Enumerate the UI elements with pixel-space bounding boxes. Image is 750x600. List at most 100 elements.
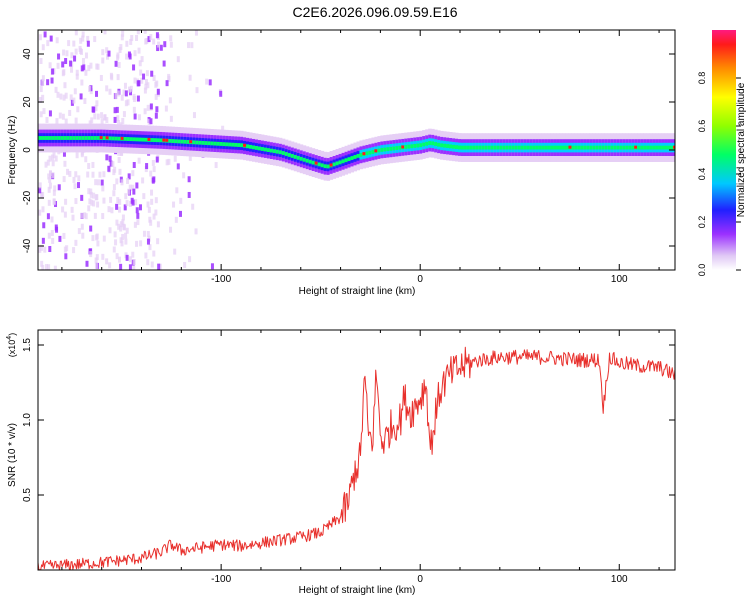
spectrogram-ridge-peak	[174, 139, 178, 144]
spectrogram-noise-cell	[154, 197, 158, 204]
spectrogram-ridge-peak	[213, 141, 217, 146]
spectrogram-ridge-peak	[526, 145, 531, 150]
spectrogram-ridge-peak	[640, 145, 644, 150]
spectrogram-ridge-peak	[455, 145, 459, 150]
spectrogram-noise-cell	[149, 170, 153, 177]
spectrogram-ridge-peak	[317, 162, 322, 167]
spectrogram-noise-cell	[62, 69, 66, 76]
spectrogram-noise-cell	[66, 168, 70, 175]
spectrogram-noise-cell	[143, 30, 147, 34]
spectrogram-noise-cell	[92, 192, 96, 199]
spectrogram-noise-cell	[38, 209, 42, 216]
spectrogram-noise-cell	[210, 263, 214, 270]
spectrogram-noise-cell	[144, 252, 148, 259]
spectrogram-noise-cell	[47, 186, 51, 193]
spectrogram-noise-cell	[151, 177, 155, 184]
spectrogram-ridge-peak	[520, 145, 525, 150]
spectrogram-ridge-peak	[622, 145, 626, 150]
spectrogram-noise-cell	[56, 91, 60, 98]
spectrogram-ridge-peak	[658, 145, 662, 150]
spectrogram-ridge-peak	[389, 146, 393, 151]
spectrogram-noise-cell	[120, 179, 124, 186]
spectrogram-noise-cell	[38, 246, 42, 253]
spectrogram-image	[38, 30, 675, 270]
spectrogram-noise-cell	[75, 69, 79, 76]
spectrogram-ridge-peak	[404, 145, 408, 149]
spectrogram-noise-cell	[117, 256, 121, 263]
spectrogram-ridge-peak	[472, 145, 477, 150]
spectrogram-noise-cell	[81, 232, 85, 239]
spectrogram-noise-cell	[155, 32, 159, 39]
spectrogram-noise-cell	[105, 258, 109, 265]
spectrogram-noise-cell	[113, 231, 117, 238]
spectrogram-ridge-peak	[63, 136, 68, 140]
spectrogram-ridge-peak	[93, 136, 98, 140]
spectrogram-noise-cell	[109, 72, 113, 79]
spectrogram-noise-cell	[155, 106, 159, 113]
spectrogram-noise-cell	[95, 233, 99, 240]
spectrogram-noise-cell	[43, 31, 47, 38]
spectrogram-noise-cell	[56, 62, 60, 69]
spectrogram-noise-cell	[150, 198, 154, 205]
spectrogram-noise-cell	[167, 73, 171, 80]
spectrogram-noise-cell	[154, 93, 158, 100]
spectrogram-noise-cell	[89, 251, 93, 258]
spectrogram-noise-cell	[50, 77, 54, 84]
spectrogram-ridge-peak	[553, 145, 558, 150]
spectrogram-noise-cell	[79, 47, 83, 54]
spectrogram-noise-cell	[94, 105, 98, 112]
spectrogram-ridge-peak	[257, 146, 262, 151]
spectrogram-noise-cell	[103, 114, 107, 121]
spectrogram-noise-cell	[71, 214, 75, 221]
spectrogram-ridge-peak	[42, 136, 47, 140]
spectrogram-ridge-peak	[132, 137, 137, 142]
spectrogram-noise-cell	[112, 169, 116, 176]
spectrogram-ridge-peak	[341, 159, 346, 164]
spectrogram-ridge-peak	[523, 145, 528, 150]
spectrogram-noise-cell	[93, 113, 97, 120]
spectrogram-noise-cell	[96, 179, 100, 186]
spectrogram-noise-cell	[116, 115, 120, 122]
spectrogram-noise-cell	[94, 262, 98, 269]
spectrogram-noise-cell	[63, 211, 67, 218]
spectrogram-ridge-peak	[667, 145, 671, 150]
spectrogram-ridge-peak	[311, 160, 316, 165]
spectrogram-noise-cell	[121, 30, 125, 37]
spectrogram-noise-cell	[106, 53, 110, 60]
spectrogram-noise-cell	[127, 86, 131, 93]
spectrogram-xtick-label: 0	[417, 274, 423, 285]
spectrogram-ridge-peak	[96, 136, 101, 140]
spectrogram-xtick-label: 100	[611, 274, 628, 285]
spectrogram-noise-cell	[147, 206, 151, 213]
spectrogram-noise-cell	[62, 232, 66, 239]
spectrogram-noise-cell	[190, 42, 194, 49]
spectrogram-ridge-peak	[183, 139, 187, 144]
spectrogram-ridge-peak	[153, 138, 157, 143]
spectrogram-hot-spot	[162, 138, 167, 142]
spectrogram-noise-cell	[84, 156, 88, 163]
spectrogram-ridge-peak	[228, 142, 232, 147]
spectrogram-ylabel: Frequency (Hz)	[7, 116, 18, 185]
spectrogram-noise-cell	[79, 93, 83, 100]
spectrogram-noise-cell	[122, 89, 126, 96]
spectrogram-noise-cell	[80, 151, 84, 158]
spectrogram-ridge-peak	[452, 144, 456, 149]
spectrogram-noise-cell	[121, 117, 125, 124]
spectrogram-noise-cell	[116, 52, 120, 59]
spectrogram-hot-spot	[374, 149, 379, 153]
spectrogram-ridge-peak	[505, 145, 510, 150]
spectrogram-noise-cell	[52, 198, 56, 205]
spectrogram-ridge-peak	[517, 145, 522, 150]
spectrogram-noise-cell	[130, 35, 134, 42]
spectrogram-ridge-peak	[637, 145, 641, 150]
spectrogram-noise-cell	[157, 263, 161, 270]
spectrogram-noise-cell	[48, 170, 52, 177]
spectrogram-noise-cell	[117, 223, 121, 230]
spectrogram-noise-cell	[74, 198, 78, 205]
colorbar-gradient	[712, 30, 736, 270]
figure-title: C2E6.2026.096.09.59.E16	[292, 4, 457, 20]
spectrogram-noise-cell	[86, 40, 90, 47]
spectrogram-noise-cell	[147, 36, 151, 43]
spectrogram-ridge-peak	[249, 144, 253, 149]
colorbar-tick-label: 0.4	[697, 168, 707, 181]
